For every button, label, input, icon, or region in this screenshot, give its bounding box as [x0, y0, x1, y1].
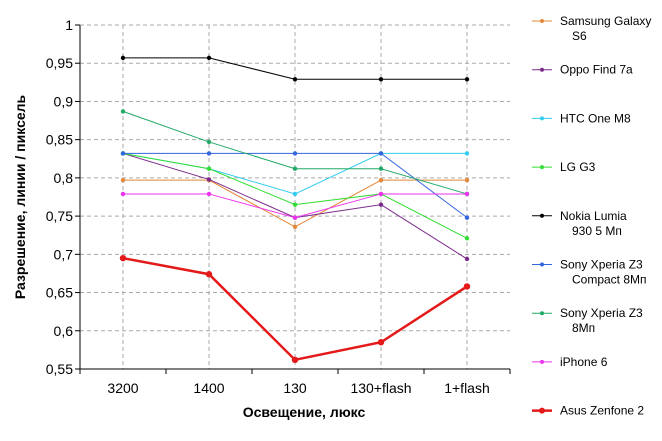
y-tick-label: 0,55: [46, 361, 73, 377]
x-tick-label: 130: [283, 380, 307, 396]
x-axis-title: Освещение, люкс: [243, 404, 366, 420]
x-tick-label: 1+flash: [444, 380, 490, 396]
data-point: [120, 151, 126, 156]
legend-marker: [540, 262, 544, 267]
legend-item: Sony Xperia Z3 Compact 8Мп: [532, 258, 647, 287]
legend-marker: [540, 311, 544, 316]
legend-item: Nokia Lumia 930 5 Мп: [532, 209, 627, 238]
data-point: [292, 215, 298, 220]
legend-item: iPhone 6: [532, 355, 608, 369]
legend: Samsung Galaxy S6 Oppo Find 7a HTC One M8 LG…: [532, 14, 651, 418]
data-point: [463, 283, 471, 290]
legend-marker: [540, 67, 544, 72]
data-point: [378, 191, 384, 197]
y-tick-label: 1: [65, 17, 73, 33]
legend-item: Asus Zenfone 2: [532, 404, 644, 418]
y-tick-label: 0,85: [46, 132, 73, 148]
data-point: [464, 215, 470, 220]
data-point: [464, 191, 470, 197]
series-4: [120, 55, 470, 82]
legend-label: iPhone 6: [560, 355, 608, 369]
data-point: [120, 109, 126, 114]
legend-label: Nokia Lumia 930 5 Мп: [560, 209, 627, 238]
data-point: [206, 166, 212, 171]
x-tick-label: 130+flash: [350, 380, 411, 396]
y-tick-label: 0,8: [54, 170, 74, 186]
y-tick-label: 0,7: [54, 246, 74, 262]
series-5: [120, 151, 470, 220]
legend-label: LG G3: [560, 160, 596, 174]
data-point: [377, 339, 385, 346]
data-point: [464, 177, 470, 183]
series-7: [120, 191, 470, 220]
x-tick-label: 1400: [193, 380, 224, 396]
data-point: [120, 55, 126, 61]
legend-item: Oppo Find 7a: [532, 63, 633, 77]
legend-item: HTC One M8: [532, 111, 631, 125]
legend-item: Sony Xperia Z3 8Мп: [532, 306, 643, 335]
data-point: [292, 224, 298, 230]
series-3: [120, 151, 470, 241]
series-8: [119, 254, 471, 364]
data-point: [378, 151, 384, 156]
data-point: [378, 202, 384, 207]
legend-marker: [540, 165, 544, 170]
legend-label: Sony Xperia Z3 Compact 8Мп: [560, 258, 647, 287]
data-point: [292, 191, 298, 197]
data-point: [292, 202, 298, 207]
y-tick-label: 0,95: [46, 55, 73, 71]
legend-label: Samsung Galaxy S6: [560, 14, 651, 43]
legend-label: Oppo Find 7a: [560, 63, 633, 77]
legend-item: LG G3: [532, 160, 596, 174]
y-tick-label: 0,75: [46, 208, 73, 224]
y-tick-label: 0,6: [54, 323, 74, 339]
data-point: [206, 55, 212, 61]
y-tick-labels: 0,55 0,6 0,65 0,7 0,75 0,8 0,85 0,9 0,95 1: [46, 17, 73, 377]
data-point: [378, 177, 384, 183]
x-tick-label: 3200: [107, 380, 138, 396]
data-point: [291, 356, 299, 364]
legend-label: Sony Xperia Z3 8Мп: [560, 306, 643, 335]
data-point: [206, 191, 212, 197]
data-point: [206, 177, 212, 182]
legend-marker: [540, 213, 544, 218]
data-point: [292, 166, 298, 171]
legend-marker: [540, 359, 544, 364]
legend-label: HTC One M8: [560, 111, 631, 125]
legend-item: Samsung Galaxy S6: [532, 14, 651, 43]
data-point: [464, 236, 470, 241]
data-point: [378, 166, 384, 171]
data-point: [292, 77, 298, 82]
series-lines: [119, 55, 471, 364]
data-point: [206, 151, 212, 156]
data-point: [120, 191, 126, 197]
data-point: [205, 271, 213, 278]
data-point: [378, 77, 384, 82]
legend-marker: [540, 19, 544, 23]
legend-marker: [539, 407, 545, 414]
grid-lines: [80, 24, 510, 369]
y-tick-label: 0,9: [54, 93, 74, 109]
legend-marker: [540, 116, 544, 121]
y-axis-title: Разрешение, линии / пиксель: [12, 94, 28, 299]
axes: [75, 24, 511, 374]
data-point: [292, 151, 298, 156]
legend-label: Asus Zenfone 2: [560, 404, 644, 418]
data-point: [119, 254, 127, 262]
data-point: [206, 139, 212, 145]
x-tick-labels: 3200 1400 130 130+flash 1+flash: [107, 380, 489, 396]
data-point: [120, 177, 126, 183]
data-point: [464, 151, 470, 156]
data-point: [464, 256, 470, 262]
data-point: [464, 77, 470, 82]
y-tick-label: 0,65: [46, 285, 73, 301]
